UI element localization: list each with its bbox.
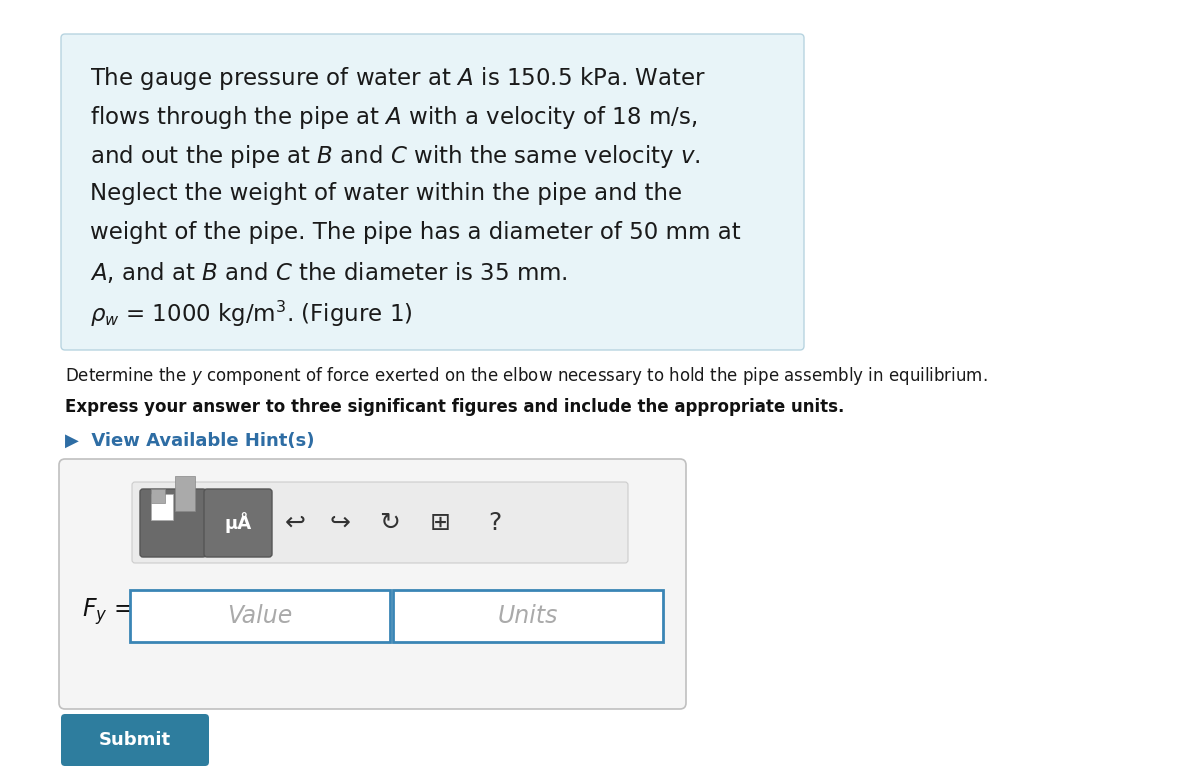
Bar	[151, 494, 173, 520]
Text: $\mathit{A}$, and at $\mathit{B}$ and $\mathit{C}$ the diameter is 35 mm.: $\mathit{A}$, and at $\mathit{B}$ and $\…	[90, 260, 568, 285]
Bar	[394, 590, 662, 642]
Text: ↻: ↻	[379, 511, 401, 535]
Text: Units: Units	[498, 604, 558, 628]
Text: Submit: Submit	[98, 731, 172, 749]
Bar	[130, 590, 390, 642]
Text: ▶  View Available Hint(s): ▶ View Available Hint(s)	[65, 432, 314, 450]
Text: Express your answer to three significant figures and include the appropriate uni: Express your answer to three significant…	[65, 398, 845, 416]
FancyBboxPatch shape	[61, 714, 209, 766]
Text: $\rho_w$ = 1000 kg/m$^3$. (Figure 1): $\rho_w$ = 1000 kg/m$^3$. (Figure 1)	[90, 299, 413, 329]
FancyBboxPatch shape	[132, 482, 628, 563]
Text: Neglect the weight of water within the pipe and the: Neglect the weight of water within the p…	[90, 182, 682, 205]
Text: flows through the pipe at $\mathit{A}$ with a velocity of 18 m/s,: flows through the pipe at $\mathit{A}$ w…	[90, 104, 697, 131]
Text: ↩: ↩	[284, 511, 306, 535]
FancyBboxPatch shape	[61, 34, 804, 350]
Text: μÅ: μÅ	[224, 512, 252, 534]
Text: Value: Value	[227, 604, 293, 628]
Text: The gauge pressure of water at $\mathit{A}$ is 150.5 kPa. Water: The gauge pressure of water at $\mathit{…	[90, 65, 706, 92]
FancyBboxPatch shape	[140, 489, 206, 557]
Text: weight of the pipe. The pipe has a diameter of 50 mm at: weight of the pipe. The pipe has a diame…	[90, 221, 740, 244]
Text: $F_y$ =: $F_y$ =	[82, 597, 133, 627]
Text: and out the pipe at $\mathit{B}$ and $\mathit{C}$ with the same velocity $v$.: and out the pipe at $\mathit{B}$ and $\m…	[90, 143, 701, 170]
Text: Determine the $y$ component of force exerted on the elbow necessary to hold the : Determine the $y$ component of force exe…	[65, 365, 988, 387]
Text: ↪: ↪	[330, 511, 350, 535]
FancyBboxPatch shape	[59, 459, 686, 709]
Text: ⊞: ⊞	[430, 511, 450, 535]
Bar	[175, 476, 194, 511]
FancyBboxPatch shape	[204, 489, 272, 557]
Bar	[151, 489, 166, 503]
Text: ?: ?	[488, 511, 502, 535]
